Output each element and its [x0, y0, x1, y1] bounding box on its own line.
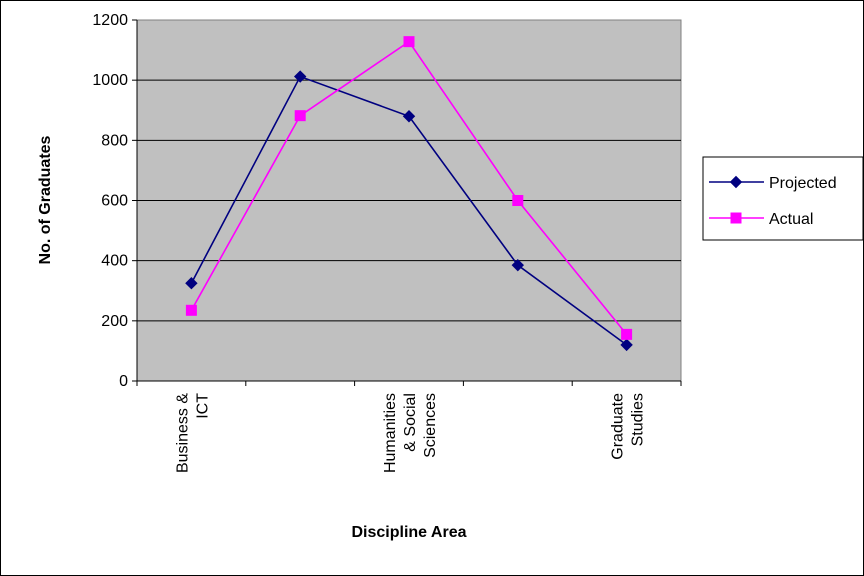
y-tick-label-800: 800: [101, 132, 128, 149]
x-tick-label-4: Graduate Studies: [610, 393, 647, 460]
x-tick-label-line: Humanities: [382, 393, 399, 473]
x-axis-title: Discipline Area: [351, 524, 466, 541]
legend-label-projected: Projected: [769, 175, 837, 192]
data-point-projected-3: [511, 258, 525, 272]
legend-marker-projected: [729, 175, 743, 189]
axes: [132, 19, 682, 386]
data-point-projected-1: [293, 70, 307, 83]
data-point-actual-2: [403, 36, 415, 48]
legend-label-actual: Actual: [769, 211, 813, 228]
x-tick-label-line: & Social: [402, 393, 419, 452]
x-tick-label-0: Business & ICT: [174, 393, 211, 473]
data-point-actual-3: [512, 195, 524, 206]
x-tick-label-line: Studies: [630, 393, 647, 446]
x-tick-label-line: Graduate: [610, 393, 627, 460]
data-point-actual-0: [185, 304, 197, 316]
grid-lines: [137, 79, 681, 322]
data-point-projected-0: [185, 277, 198, 290]
x-tick-label-2: Humanities & Social Sciences: [382, 393, 439, 473]
legend-box: [702, 156, 864, 241]
legend-marker-actual: [730, 212, 742, 224]
data-point-projected-4: [620, 338, 633, 352]
series-layer: [185, 36, 633, 352]
data-point-projected-2: [402, 110, 416, 123]
y-tick-label-200: 200: [101, 313, 128, 330]
y-tick-label-400: 400: [101, 253, 128, 270]
y-tick-label-1200: 1200: [92, 12, 128, 29]
x-tick-label-line: Business &: [174, 393, 191, 473]
y-tick-label-1000: 1000: [92, 72, 128, 89]
tick-labels: 0 200 400 600 800 1000 1200 Business & ICT Humani…: [92, 12, 646, 473]
legend: Projected Actual: [702, 156, 864, 241]
x-tick-label-line: ICT: [194, 393, 211, 419]
y-tick-label-600: 600: [101, 193, 128, 210]
y-axis-title: No. of Graduates: [37, 135, 54, 264]
y-tick-label-0: 0: [119, 373, 128, 390]
x-tick-label-line: Sciences: [422, 393, 439, 458]
data-point-actual-4: [621, 328, 633, 340]
data-point-actual-1: [294, 110, 306, 122]
